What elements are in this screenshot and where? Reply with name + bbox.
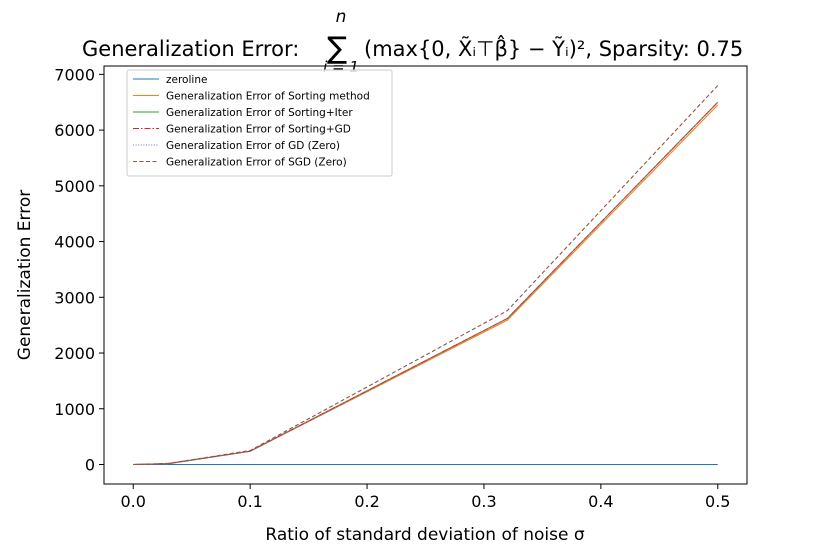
legend-label: Generalization Error of Sorting+Iter <box>166 107 353 119</box>
legend-label: Generalization Error of Sorting method <box>166 91 370 103</box>
y-tick-label: 7000 <box>54 65 95 84</box>
plot-frame <box>103 65 748 485</box>
chart-title: Generalization Error: ∑ n i = 1 (max{0, … <box>82 7 743 76</box>
chart-title-body: (max{0, X̃ᵢ⊤β̂} − Ỹᵢ)², Sparsity: 0.75 <box>364 35 743 61</box>
chart-title-sum-symbol: ∑ <box>327 31 347 66</box>
x-tick-label: 0.4 <box>588 492 613 511</box>
legend-label: Generalization Error of SGD (Zero) <box>166 157 347 169</box>
x-tick-label: 0.5 <box>705 492 730 511</box>
legend: zeroline Generalization Error of Sorting … <box>126 69 393 177</box>
x-tick-label: 0.0 <box>121 492 146 511</box>
series-line <box>133 85 719 466</box>
y-tick-label: 0 <box>85 455 95 474</box>
legend-label: Generalization Error of Sorting+GD <box>166 124 351 136</box>
series-lines <box>133 85 719 466</box>
legend-label: zeroline <box>166 74 207 86</box>
legend-label: Generalization Error of GD (Zero) <box>166 140 340 152</box>
x-tick-label: 0.1 <box>237 492 262 511</box>
y-tick-label: 3000 <box>54 288 95 307</box>
y-axis: 0 1000 2000 3000 4000 5000 6000 7000 <box>54 65 104 474</box>
chart-title-prefix: Generalization Error: <box>82 37 299 61</box>
chart-title-sum-upper: n <box>336 7 347 27</box>
x-axis: 0.0 0.1 0.2 0.3 0.4 0.5 <box>121 484 730 511</box>
y-tick-label: 4000 <box>54 233 95 252</box>
legend-box <box>126 69 393 177</box>
y-tick-label: 1000 <box>54 400 95 419</box>
x-axis-label: Ratio of standard deviation of noise σ <box>265 525 584 545</box>
y-tick-label: 2000 <box>54 344 95 363</box>
series-line <box>133 101 719 466</box>
y-axis-label: Generalization Error <box>15 190 35 360</box>
y-tick-label: 6000 <box>54 121 95 140</box>
x-tick-label: 0.2 <box>354 492 379 511</box>
x-tick-label: 0.3 <box>471 492 496 511</box>
y-tick-label: 5000 <box>54 177 95 196</box>
